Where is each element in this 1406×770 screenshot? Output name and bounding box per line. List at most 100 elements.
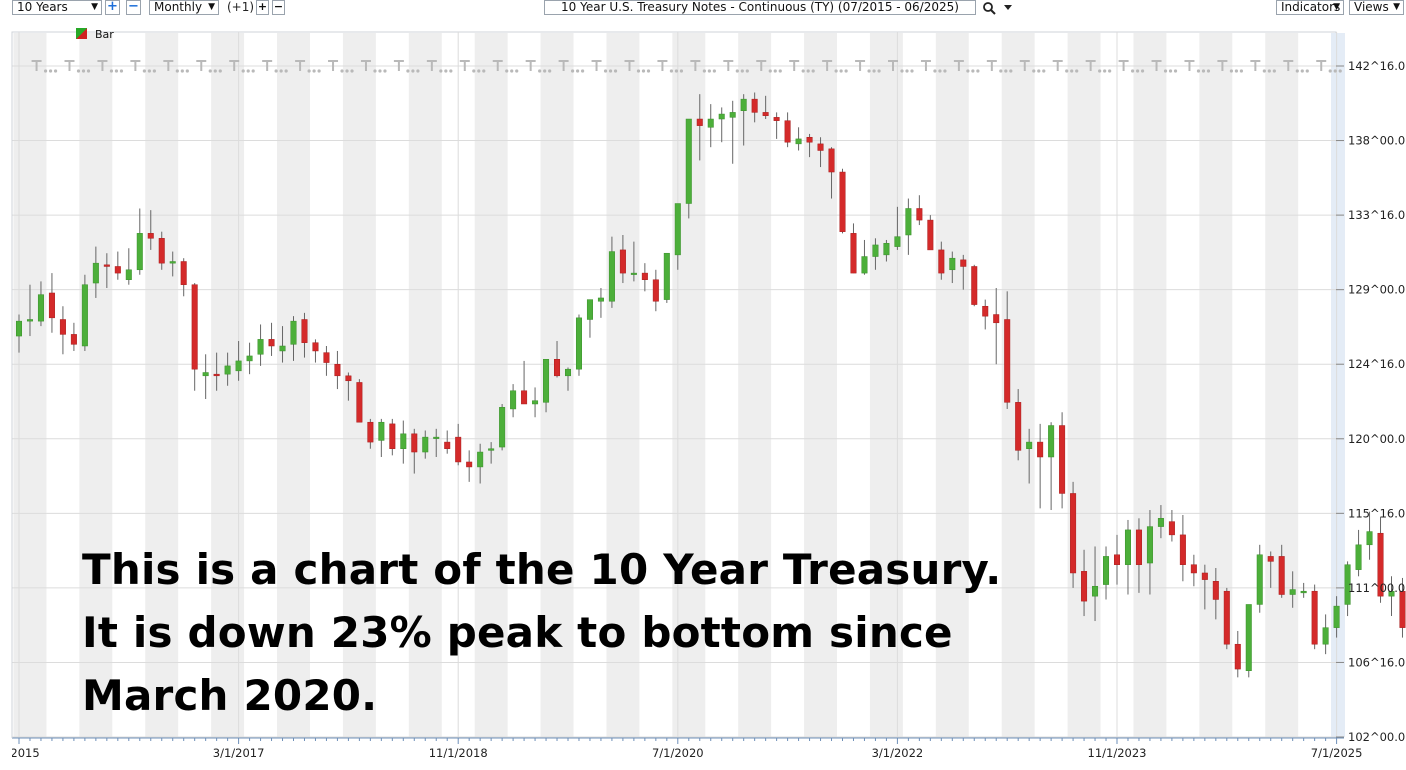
candle-body <box>367 421 374 443</box>
candle-body <box>59 319 66 335</box>
candle-body <box>960 259 967 267</box>
period-marker-dot <box>48 69 53 73</box>
period-marker-dot <box>1042 69 1046 73</box>
period-marker-dot <box>515 69 519 73</box>
candle-body <box>938 249 945 274</box>
period-marker-dot <box>910 69 914 73</box>
candle-body <box>257 339 264 355</box>
candle-body <box>1004 319 1011 403</box>
period-marker-dot <box>185 69 189 73</box>
zoom-out-button[interactable]: − <box>126 0 141 15</box>
period-marker-dot <box>1168 69 1173 73</box>
offset-minus-button[interactable]: − <box>272 0 285 15</box>
period-marker-dot <box>778 69 782 73</box>
instrument-title-field[interactable]: 10 Year U.S. Treasury Notes - Continuous… <box>544 0 976 15</box>
y-tick-label: 120^00.0 <box>1348 432 1405 446</box>
candle-body <box>971 266 978 305</box>
time-band <box>277 33 310 737</box>
time-band <box>606 33 640 737</box>
candle-body <box>345 375 352 382</box>
range-select[interactable]: 10 Years ▼ <box>12 0 102 15</box>
period-marker-dot <box>768 69 772 73</box>
candle-body <box>235 360 242 372</box>
period-marker-dot <box>1130 69 1135 73</box>
period-marker-dot <box>900 69 904 73</box>
y-tick-label: 129^00.0 <box>1348 283 1405 297</box>
candle-body <box>499 407 506 448</box>
period-marker-dot <box>581 69 585 73</box>
candle-body <box>1289 589 1296 595</box>
period-marker-dot <box>679 69 684 73</box>
candle-body <box>422 436 429 453</box>
period-marker-dot <box>613 69 618 73</box>
period-marker-dot <box>76 69 81 73</box>
candle-body <box>1278 556 1285 595</box>
y-tick-label: 115^16.0 <box>1348 506 1405 520</box>
offset-plus-button[interactable]: + <box>256 0 269 15</box>
period-marker-dot <box>307 69 311 73</box>
indicators-button[interactable]: Indicators ▼ <box>1276 0 1344 15</box>
candle-body <box>1212 581 1219 600</box>
chevron-down-icon: ▼ <box>208 2 215 12</box>
candle-body <box>81 284 88 347</box>
candle-body <box>685 118 692 204</box>
period-marker-dot <box>246 69 250 73</box>
period-marker-dot <box>1009 69 1013 73</box>
candle-body <box>532 400 539 405</box>
candle-body <box>839 171 846 232</box>
period-marker-dot <box>1098 69 1102 73</box>
candle-body <box>1300 590 1307 594</box>
y-tick-label: 124^16.0 <box>1348 357 1405 371</box>
period-marker-dot <box>1103 69 1107 73</box>
period-marker-dot <box>844 69 848 73</box>
search-button[interactable] <box>982 0 1012 19</box>
period-marker-dot <box>109 69 114 73</box>
candle-body <box>488 448 495 451</box>
candle-body <box>652 279 659 302</box>
candle-body <box>312 342 319 352</box>
candle-body <box>1245 604 1252 671</box>
candle-body <box>268 339 275 347</box>
time-band <box>408 33 442 737</box>
views-button[interactable]: Views ▼ <box>1349 0 1404 15</box>
candle-body <box>993 314 1000 324</box>
period-marker-dot <box>641 69 646 73</box>
candle-body <box>444 441 451 449</box>
candle-body <box>1146 526 1153 564</box>
candle-body <box>1081 571 1088 602</box>
x-tick-label: 11/1/2023 <box>1088 746 1147 760</box>
candle-body <box>1377 532 1384 597</box>
candle-body <box>70 334 77 345</box>
candle-body <box>1179 534 1186 565</box>
period-marker-dot <box>636 69 641 73</box>
period-marker-dot <box>1333 69 1337 73</box>
price-chart[interactable]: 142^16.0 138^00.0 133^16.0 129^00.0 124^16.0… <box>0 16 1406 770</box>
x-tick-label: 3/1/2017 <box>213 746 265 760</box>
candle-body <box>1388 590 1395 597</box>
period-marker-dot <box>251 69 255 73</box>
period-marker-dot <box>373 69 377 73</box>
chart-legend: Bar <box>76 28 114 41</box>
period-marker-dot <box>114 69 119 73</box>
candle-body <box>1026 441 1033 449</box>
candle-body <box>1311 590 1318 645</box>
period-marker-dot <box>1272 69 1276 73</box>
x-tick-label: 7/1/2025 <box>1311 746 1363 760</box>
period-select[interactable]: Monthly ▼ <box>149 0 219 15</box>
period-marker-dot <box>218 69 222 73</box>
period-marker-dot <box>383 69 387 73</box>
toolbar: 10 Years ▼ + − Monthly ▼ (+1) + − 10 Year … <box>0 0 1406 16</box>
bar-legend-swatch <box>76 28 87 39</box>
period-marker-dot <box>933 69 937 73</box>
candle-body <box>92 262 99 284</box>
period-marker-dot <box>571 69 575 73</box>
period-marker-dot <box>350 69 354 73</box>
candle-body <box>290 320 297 345</box>
candle-body <box>1157 518 1164 527</box>
candle-body <box>136 233 143 271</box>
period-marker-dot <box>1328 69 1332 73</box>
time-band <box>1067 33 1101 737</box>
candle-body <box>510 390 517 410</box>
zoom-in-button[interactable]: + <box>105 0 120 15</box>
period-marker-dot <box>603 69 608 73</box>
